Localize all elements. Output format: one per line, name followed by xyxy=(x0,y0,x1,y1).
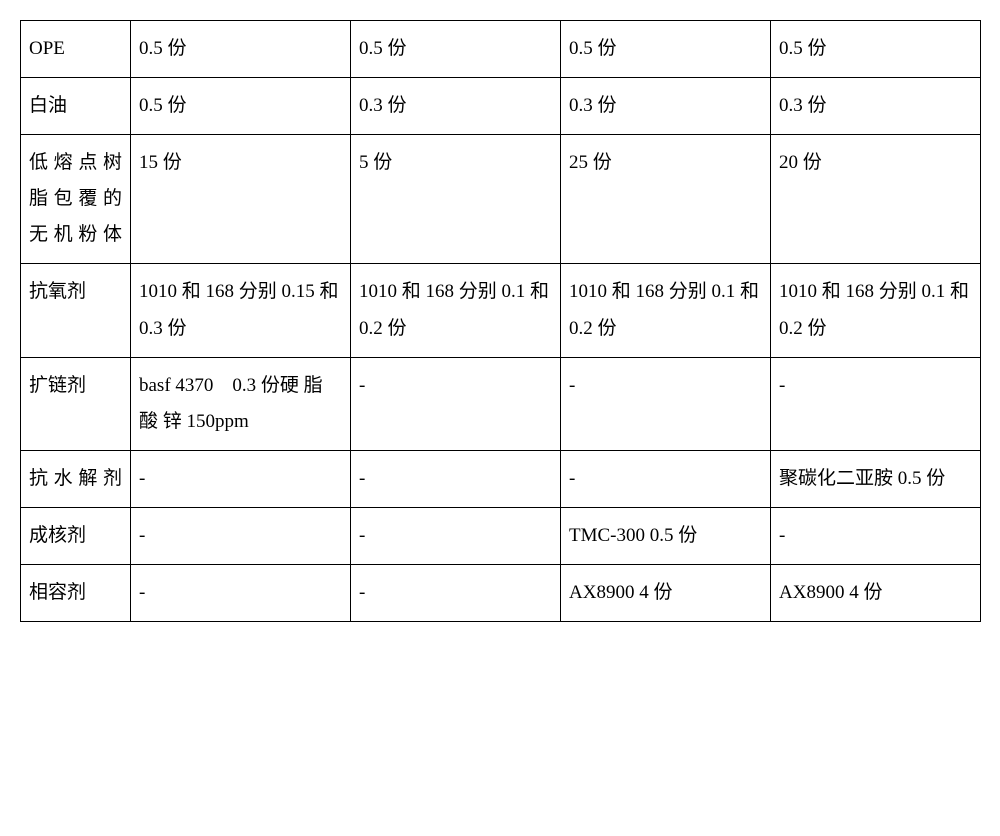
cell: 0.5 份 xyxy=(131,78,351,135)
cell: 5 份 xyxy=(351,135,561,264)
table-row: 扩链剂 basf 4370 0.3 份硬 脂 酸 锌 150ppm - - - xyxy=(21,357,981,450)
row-label: 抗水解剂 xyxy=(21,450,131,507)
table-row: 白油 0.5 份 0.3 份 0.3 份 0.3 份 xyxy=(21,78,981,135)
cell: 0.5 份 xyxy=(561,21,771,78)
table-row: OPE 0.5 份 0.5 份 0.5 份 0.5 份 xyxy=(21,21,981,78)
cell: AX8900 4 份 xyxy=(561,565,771,622)
cell: - xyxy=(131,450,351,507)
table-row: 抗水解剂 - - - 聚碳化二亚胺 0.5 份 xyxy=(21,450,981,507)
cell: - xyxy=(351,507,561,564)
cell: AX8900 4 份 xyxy=(771,565,981,622)
cell: 0.5 份 xyxy=(771,21,981,78)
cell: - xyxy=(351,450,561,507)
row-label: 扩链剂 xyxy=(21,357,131,450)
cell: 15 份 xyxy=(131,135,351,264)
cell: - xyxy=(351,357,561,450)
row-label: OPE xyxy=(21,21,131,78)
table-row: 抗氧剂 1010 和 168 分别 0.15 和 0.3 份 1010 和 16… xyxy=(21,264,981,357)
cell: - xyxy=(561,450,771,507)
row-label: 白油 xyxy=(21,78,131,135)
cell: - xyxy=(131,565,351,622)
cell: - xyxy=(771,507,981,564)
cell: 0.3 份 xyxy=(351,78,561,135)
table-row: 相容剂 - - AX8900 4 份 AX8900 4 份 xyxy=(21,565,981,622)
materials-table: OPE 0.5 份 0.5 份 0.5 份 0.5 份 白油 0.5 份 0.3… xyxy=(20,20,981,622)
row-label: 相容剂 xyxy=(21,565,131,622)
cell: 1010 和 168 分别 0.1 和 0.2 份 xyxy=(561,264,771,357)
row-label: 低熔点树脂包覆的无机粉体 xyxy=(21,135,131,264)
cell: - xyxy=(771,357,981,450)
cell: 1010 和 168 分别 0.15 和 0.3 份 xyxy=(131,264,351,357)
cell: - xyxy=(351,565,561,622)
row-label: 抗氧剂 xyxy=(21,264,131,357)
cell: TMC-300 0.5 份 xyxy=(561,507,771,564)
cell: 0.3 份 xyxy=(561,78,771,135)
cell: 25 份 xyxy=(561,135,771,264)
cell: - xyxy=(131,507,351,564)
cell: basf 4370 0.3 份硬 脂 酸 锌 150ppm xyxy=(131,357,351,450)
cell: 1010 和 168 分别 0.1 和 0.2 份 xyxy=(351,264,561,357)
cell: 20 份 xyxy=(771,135,981,264)
cell: 1010 和 168 分别 0.1 和 0.2 份 xyxy=(771,264,981,357)
row-label: 成核剂 xyxy=(21,507,131,564)
cell: 0.3 份 xyxy=(771,78,981,135)
cell: 0.5 份 xyxy=(131,21,351,78)
table-row: 成核剂 - - TMC-300 0.5 份 - xyxy=(21,507,981,564)
table-row: 低熔点树脂包覆的无机粉体 15 份 5 份 25 份 20 份 xyxy=(21,135,981,264)
cell: 聚碳化二亚胺 0.5 份 xyxy=(771,450,981,507)
cell: 0.5 份 xyxy=(351,21,561,78)
cell: - xyxy=(561,357,771,450)
table-body: OPE 0.5 份 0.5 份 0.5 份 0.5 份 白油 0.5 份 0.3… xyxy=(21,21,981,622)
